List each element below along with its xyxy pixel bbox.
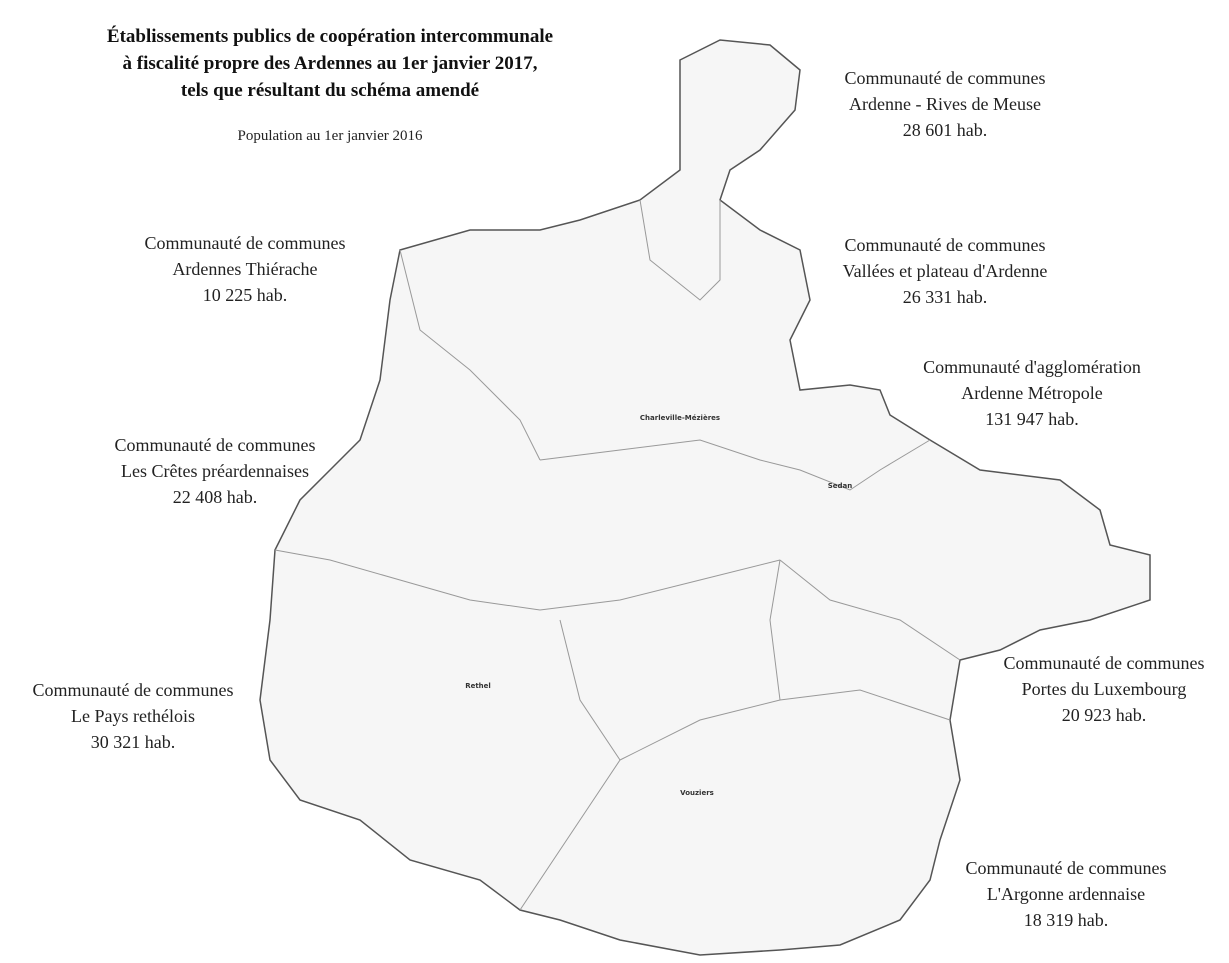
epci-name: Communauté d'agglomération (923, 357, 1141, 377)
epci-boundary (539, 439, 931, 491)
epci-name: Communauté de communes (966, 858, 1167, 878)
epci-population: 20 923 hab. (1062, 705, 1147, 725)
epci-name: Ardenne Métropole (961, 383, 1102, 403)
epci-population: 30 321 hab. (91, 732, 176, 752)
epci-name: Communauté de communes (845, 68, 1046, 88)
epci-population: 26 331 hab. (903, 287, 988, 307)
map-title: Établissements publics de coopération in… (107, 25, 553, 47)
epci-population: 22 408 hab. (173, 487, 258, 507)
map-subtitle: Population au 1er janvier 2016 (238, 128, 423, 144)
epci-name: Ardenne - Rives de Meuse (849, 94, 1041, 114)
epci-name: Ardennes Thiérache (172, 259, 317, 279)
epci-name: Portes du Luxembourg (1022, 679, 1187, 699)
town-name: Charleville-Mézières (640, 414, 720, 422)
town-name: Rethel (465, 682, 491, 690)
epci-population: 131 947 hab. (985, 409, 1079, 429)
epci-name: Communauté de communes (1004, 653, 1205, 673)
epci-name: Communauté de communes (33, 680, 234, 700)
labels: Établissements publics de coopération in… (33, 25, 1205, 930)
department-map (259, 39, 1151, 956)
epci-boundary (639, 199, 721, 301)
epci-name: Vallées et plateau d'Ardenne (843, 261, 1048, 281)
map-title: tels que résultant du schéma amendé (181, 80, 479, 101)
epci-boundary (274, 549, 781, 611)
town-name: Vouziers (680, 789, 714, 797)
department-outline (259, 39, 1151, 956)
epci-population: 10 225 hab. (203, 285, 288, 305)
epci-population: 28 601 hab. (903, 120, 988, 140)
epci-boundary (399, 249, 541, 461)
town-name: Sedan (828, 482, 853, 490)
epci-name: Communauté de communes (845, 235, 1046, 255)
epci-name: Le Pays rethélois (71, 706, 195, 726)
epci-population: 18 319 hab. (1024, 910, 1109, 930)
epci-name: L'Argonne ardennaise (987, 884, 1145, 904)
epci-boundary (779, 559, 961, 661)
epci-name: Communauté de communes (145, 233, 346, 253)
epci-name: Les Crêtes préardennaises (121, 461, 309, 481)
epci-name: Communauté de communes (115, 435, 316, 455)
epci-boundary (769, 559, 781, 701)
map-title: à fiscalité propre des Ardennes au 1er j… (123, 53, 538, 74)
